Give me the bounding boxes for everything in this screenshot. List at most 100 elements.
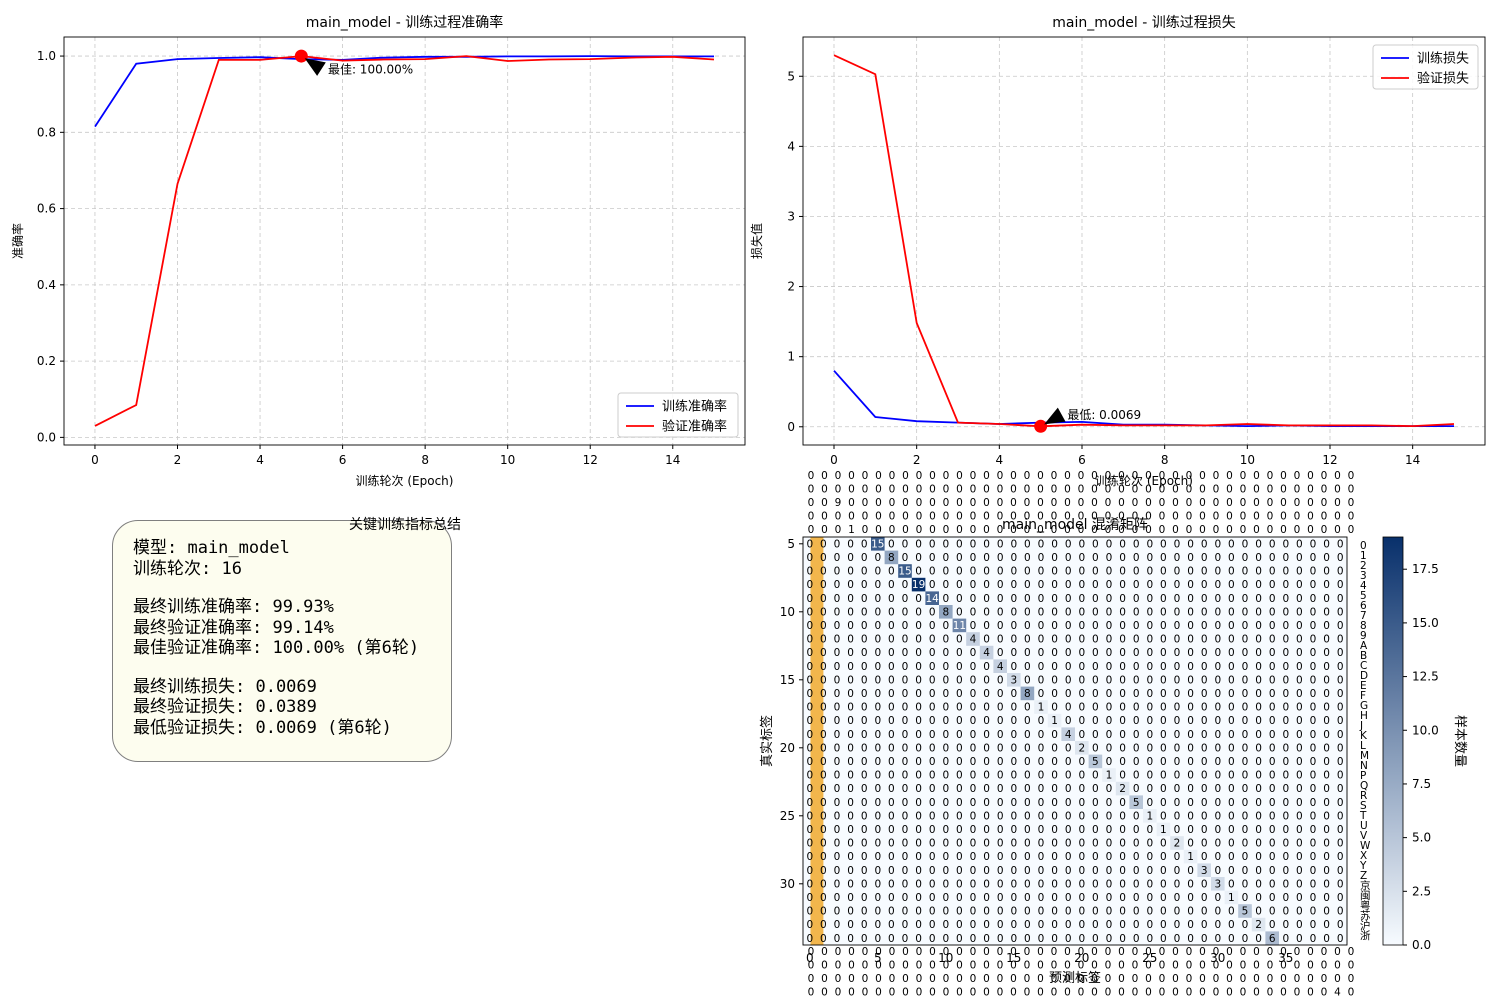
cm-cell-value: 0 — [1255, 865, 1262, 877]
cm-cell-value: 0 — [1038, 620, 1045, 632]
cm-top-overlay-digit: 0 — [1145, 511, 1152, 523]
cm-cell-value: 0 — [1269, 702, 1276, 714]
cm-cell-value: 0 — [1323, 647, 1330, 659]
cm-cell-value: 0 — [847, 933, 854, 945]
cm-cell-value: 0 — [834, 729, 841, 741]
cm-bottom-overlay-digit: 0 — [1024, 987, 1031, 999]
cm-cell-value: 0 — [1119, 593, 1126, 605]
cm-cell-value: 0 — [1296, 715, 1303, 727]
cm-cell-value: 0 — [1228, 661, 1235, 673]
cm-top-overlay-digit: 0 — [943, 497, 950, 509]
cm-cell-value: 0 — [1214, 742, 1221, 754]
cm-bottom-overlay-digit: 0 — [1159, 987, 1166, 999]
cm-top-overlay-digit: 0 — [1253, 484, 1260, 496]
cm-cell-value: 0 — [1242, 797, 1249, 809]
cm-cell-value: 0 — [1010, 566, 1017, 578]
cm-cell-value: 0 — [929, 851, 936, 863]
cm-top-overlay-digit: 0 — [848, 470, 855, 482]
cm-bottom-overlay-digit: 0 — [1105, 960, 1112, 972]
cm-cell-value: 0 — [1242, 552, 1249, 564]
cm-cell-value: 0 — [1146, 729, 1153, 741]
cm-top-overlay-digit: 0 — [1321, 524, 1328, 536]
cm-cell-value: 0 — [915, 919, 922, 931]
cm-top-overlay-digit: 0 — [1051, 497, 1058, 509]
cm-cell-value: 0 — [806, 797, 813, 809]
cm-cell-value: 0 — [806, 674, 813, 686]
cm-cell-value: 0 — [956, 851, 963, 863]
cm-top-overlay-digit: 0 — [902, 511, 909, 523]
cm-cell-value: 0 — [1323, 552, 1330, 564]
cm-cell-value: 0 — [997, 647, 1004, 659]
cm-cell-value: 0 — [983, 593, 990, 605]
cm-cell-value: 0 — [1201, 783, 1208, 795]
cm-cell-value: 0 — [902, 770, 909, 782]
cm-bottom-overlay-digit: 0 — [1294, 960, 1301, 972]
cm-top-overlay-digit: 0 — [1267, 470, 1274, 482]
cm-cell-value: 0 — [997, 865, 1004, 877]
cm-cell-value: 0 — [806, 566, 813, 578]
cm-cell-value: 0 — [888, 770, 895, 782]
cm-cell-value: 0 — [902, 634, 909, 646]
cm-bottom-overlay-digit: 0 — [1010, 987, 1017, 999]
cm-cell-value: 0 — [874, 919, 881, 931]
cm-cell-value: 0 — [1119, 919, 1126, 931]
cm-cell-value: 0 — [1337, 538, 1344, 550]
acc-title: main_model - 训练过程准确率 — [306, 14, 504, 31]
cm-cell-value: 0 — [1296, 647, 1303, 659]
cm-cell-value: 0 — [1051, 933, 1058, 945]
cm-cell-value: 0 — [1024, 674, 1031, 686]
cm-top-overlay-digit: 0 — [1091, 511, 1098, 523]
summary-final-val-acc: 最终验证准确率: 99.14% — [133, 617, 334, 638]
cm-top-overlay-digit: 0 — [943, 524, 950, 536]
cm-cell-value: 0 — [970, 742, 977, 754]
cm-cell-value: 0 — [1214, 674, 1221, 686]
cm-cell-value: 0 — [1051, 661, 1058, 673]
loss-annotation-text: 最低: 0.0069 — [1067, 408, 1141, 422]
cm-cell-value: 0 — [1201, 606, 1208, 618]
cm-cell-value: 0 — [942, 783, 949, 795]
cm-top-overlay-digit: 0 — [956, 484, 963, 496]
acc-annotation-arrow — [304, 58, 326, 76]
cm-top-overlay-digit: 0 — [1024, 470, 1031, 482]
cm-cell-value: 0 — [1038, 797, 1045, 809]
cm-cell-value: 0 — [1024, 878, 1031, 890]
cm-cell-value: 0 — [1337, 892, 1344, 904]
cm-cell — [1211, 877, 1225, 891]
cm-bottom-overlay-digit: 0 — [1172, 973, 1179, 985]
cm-cell-value: 0 — [1323, 797, 1330, 809]
cm-bottom-overlay-digit: 0 — [875, 946, 882, 958]
cm-bottom-overlay-digit: 0 — [1091, 973, 1098, 985]
cm-cell-value: 0 — [1255, 742, 1262, 754]
cm-cell-value: 0 — [1133, 688, 1140, 700]
cm-cell-value: 0 — [1310, 865, 1317, 877]
cm-cell-value: 0 — [915, 906, 922, 918]
cm-cell — [1183, 849, 1198, 864]
cm-cell-value: 0 — [820, 892, 827, 904]
cm-top-overlay-digit: 0 — [1240, 470, 1247, 482]
cm-cell-value: 0 — [1310, 606, 1317, 618]
cm-cell-value: 0 — [1092, 606, 1099, 618]
cm-cell-value: 0 — [1296, 878, 1303, 890]
cm-cell-value: 0 — [1228, 674, 1235, 686]
cm-cell-value: 0 — [956, 702, 963, 714]
cm-cell-value: 0 — [1146, 797, 1153, 809]
cm-bottom-overlay-digit: 0 — [970, 960, 977, 972]
cm-cell — [952, 618, 967, 633]
cm-cell-value: 0 — [1174, 865, 1181, 877]
cm-cell-value: 0 — [1065, 715, 1072, 727]
cm-cell-value: 0 — [1119, 810, 1126, 822]
cm-cell-value: 0 — [1010, 593, 1017, 605]
cm-cell-value: 0 — [1269, 892, 1276, 904]
cm-bottom-overlay-digit: 0 — [983, 946, 990, 958]
cm-cell-value: 0 — [847, 865, 854, 877]
cm-cell-value: 0 — [942, 770, 949, 782]
cm-cell-value: 0 — [997, 620, 1004, 632]
cm-cell-value: 0 — [1092, 770, 1099, 782]
cm-top-overlay-digit: 0 — [1091, 524, 1098, 536]
cm-cell-value: 0 — [820, 933, 827, 945]
cm-cell-value: 0 — [1106, 566, 1113, 578]
cm-top-overlay-digit: 0 — [1307, 484, 1314, 496]
cm-bottom-overlay-digit: 0 — [1348, 960, 1355, 972]
cm-cell-value: 0 — [1024, 729, 1031, 741]
cm-cell-value: 0 — [902, 919, 909, 931]
